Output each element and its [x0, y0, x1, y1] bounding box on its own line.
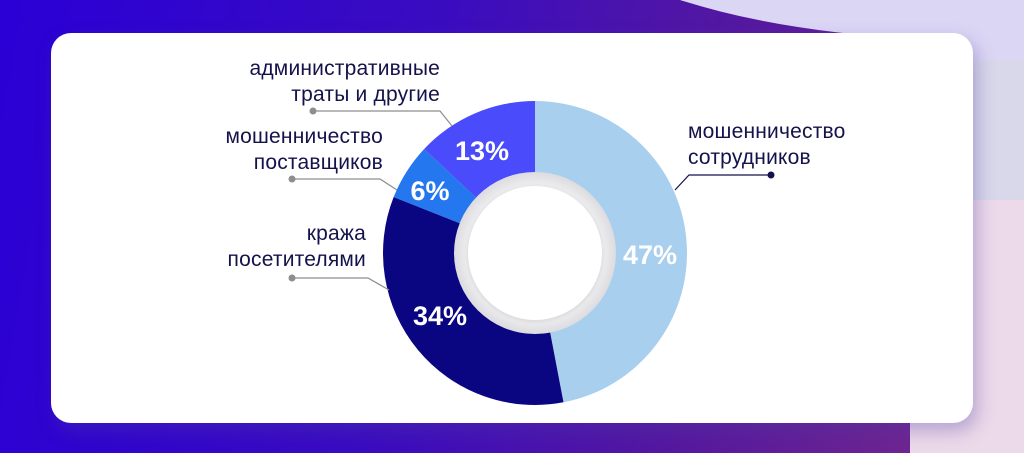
- value-label-employees: 47%: [623, 240, 677, 270]
- label-line: административные: [249, 57, 440, 80]
- category-label-suppliers: мошенничество поставщиков: [225, 124, 383, 176]
- donut-segment-suppliers: [393, 148, 484, 228]
- label-line: траты и другие: [291, 83, 440, 106]
- donut-center: [468, 186, 602, 320]
- category-label-admin: административные траты и другие: [249, 56, 440, 108]
- leader-line-visitors: [288, 274, 390, 291]
- label-line: сотрудников: [688, 146, 811, 169]
- category-label-employees: мошенничество сотрудников: [688, 119, 846, 171]
- value-label-admin: 13%: [455, 136, 509, 166]
- label-line: мошенничество: [225, 125, 383, 148]
- value-label-visitors: 34%: [413, 301, 467, 331]
- label-line: мошенничество: [688, 120, 846, 143]
- value-label-suppliers: 6%: [410, 176, 449, 206]
- label-line: посетителями: [227, 248, 366, 271]
- leader-line-suppliers: [288, 175, 398, 191]
- label-line: поставщиков: [253, 151, 383, 174]
- leader-line-admin: [309, 107, 453, 127]
- label-line: кража: [306, 222, 366, 245]
- category-label-visitors: кража посетителями: [228, 221, 366, 273]
- background-right-panel: [973, 60, 1024, 200]
- leader-line-employees: [674, 171, 775, 191]
